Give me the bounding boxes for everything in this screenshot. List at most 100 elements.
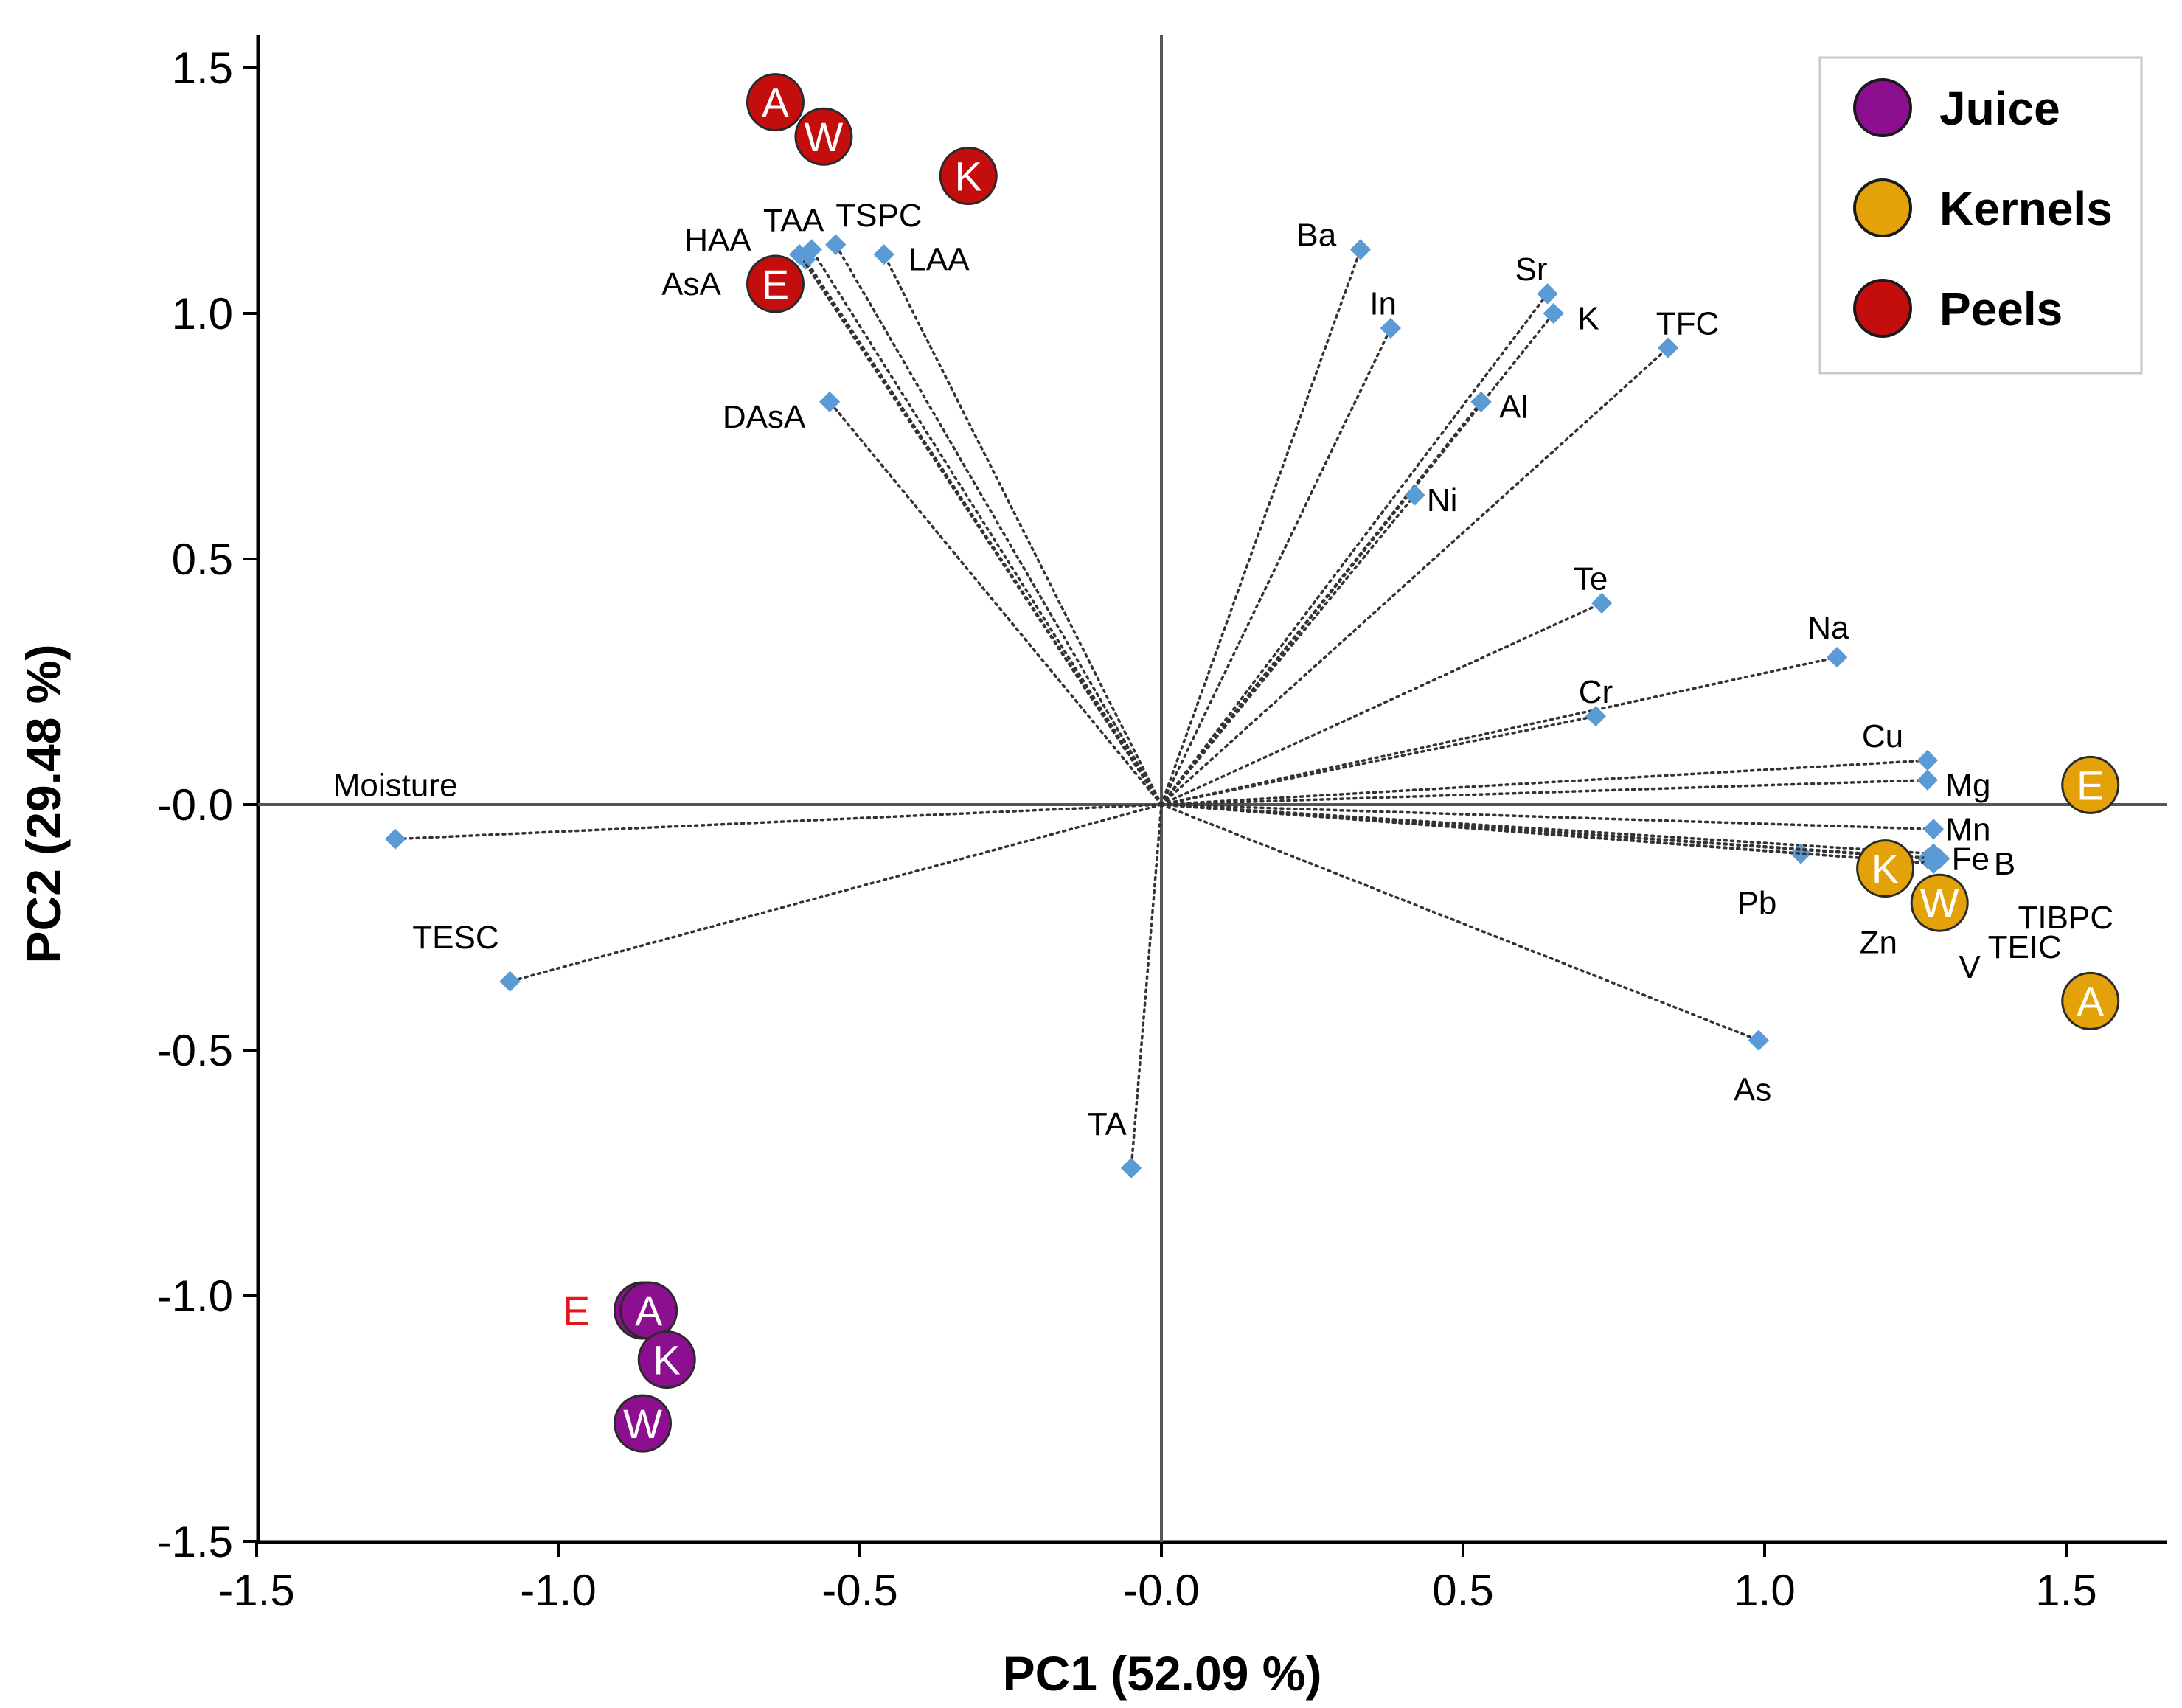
loading-vector (1160, 803, 1935, 831)
x-tick-label: -0.5 (821, 1566, 897, 1615)
loading-vector (828, 400, 1163, 806)
loading-vector (1160, 656, 1838, 806)
loading-label: LAA (908, 242, 970, 278)
loading-vector (1160, 493, 1417, 806)
y-tick-label: -1.0 (157, 1271, 233, 1321)
x-tick-label: -0.0 (1123, 1566, 1199, 1615)
loading-vector (1160, 248, 1362, 806)
loading-point (819, 391, 841, 413)
x-tick-label: -1.5 (218, 1566, 294, 1615)
x-axis-title: PC1 (52.09 %) (1003, 1646, 1322, 1701)
loading-label: TSPC (835, 198, 922, 234)
axes: -1.5 -1.0 -0.5 -0.0 0.5 1.0 1.5 1.5 1.0 0.5 -0.0 -0… (157, 35, 2167, 1615)
loading-point (1404, 485, 1425, 506)
legend-marker (1853, 78, 1912, 137)
x-tick-label: 0.5 (1432, 1566, 1493, 1615)
legend-label: Kernels (1939, 182, 2113, 235)
x-tick-label: 1.0 (1734, 1566, 1795, 1615)
score-label: K (955, 153, 982, 200)
loading-point (873, 243, 894, 265)
score-label: E (762, 261, 789, 308)
loading-label: Ba (1296, 217, 1336, 253)
loading-point (1543, 302, 1564, 324)
score-point (939, 147, 998, 206)
score-point (614, 1394, 673, 1453)
loading-label: As (1734, 1072, 1771, 1108)
loading-point (1591, 592, 1613, 614)
loading-point (1349, 239, 1372, 260)
score-label: E (563, 1288, 590, 1334)
y-tick-label: -1.5 (157, 1517, 233, 1566)
loading-point (1922, 819, 1945, 840)
loading-vector (1160, 346, 1669, 806)
loading-point (384, 828, 406, 850)
loading-point (1748, 1030, 1769, 1051)
loading-label: AsA (661, 266, 721, 302)
loading-label: K (1577, 301, 1599, 337)
loading-point (1917, 749, 1939, 771)
loading-label: Zn (1860, 924, 1897, 960)
loading-vector (1160, 803, 1935, 861)
y-axis-title: PC2 (29.48 %) (16, 645, 71, 964)
score-label: A (2077, 978, 2105, 1024)
score-label: E (2077, 762, 2104, 808)
score-label: A (762, 80, 790, 126)
loading-label: Moisture (333, 767, 458, 803)
loading-label: HAA (684, 222, 751, 258)
loading-label: Na (1807, 610, 1849, 646)
loading-label: TESC (412, 920, 498, 956)
loading-label: Cr (1579, 674, 1613, 710)
loading-label: TEIC (1988, 929, 2062, 965)
loading-label: Mn (1945, 811, 1990, 847)
loading-point (801, 239, 822, 260)
y-tick-label: -0.0 (157, 780, 233, 830)
legend-label: Juice (1939, 82, 2060, 135)
loading-label: V (1959, 949, 1981, 985)
y-tick-label: -0.5 (157, 1026, 233, 1075)
loading-vector (1160, 803, 1935, 865)
loading-vector (810, 248, 1163, 806)
legend: Juice Kernels Peels (1818, 56, 2143, 375)
score-label: K (653, 1337, 681, 1384)
loading-vector (1160, 778, 1929, 806)
score-point (637, 1330, 696, 1389)
loading-point (499, 971, 521, 992)
loading-point (1922, 848, 1945, 869)
loading-label: In (1369, 286, 1397, 322)
loading-label: Cu (1862, 718, 1903, 754)
loading-point (1790, 843, 1812, 864)
loading-point (1657, 337, 1679, 358)
loading-vector (882, 253, 1163, 806)
y-tick-label: 1.0 (172, 289, 233, 339)
legend-marker (1853, 178, 1912, 237)
loading-label: Sr (1515, 251, 1548, 288)
loading-vector (508, 803, 1163, 983)
score-point (794, 107, 853, 166)
legend-label: Peels (1939, 282, 2063, 336)
loading-label: TIBPC (2018, 900, 2114, 936)
loading-point (1470, 391, 1492, 413)
loading-point (1917, 769, 1939, 791)
loading-label: Al (1499, 389, 1528, 426)
loading-vector (798, 253, 1163, 806)
loading-point (1380, 317, 1401, 339)
x-tick-label: 1.5 (2035, 1566, 2096, 1615)
score-point (746, 73, 805, 132)
y-tick-label: 0.5 (172, 535, 233, 584)
loading-label: Pb (1737, 885, 1777, 921)
loading-vector (1160, 715, 1597, 806)
loading-vector (1160, 400, 1483, 806)
loading-vector (1160, 759, 1929, 806)
loading-vector (1160, 327, 1392, 806)
loading-label: B (1994, 846, 2015, 882)
score-point (746, 254, 805, 313)
score-label: W (623, 1400, 662, 1447)
loading-label: DAsA (723, 399, 806, 435)
loading-vector (394, 803, 1163, 841)
x-tick-label: -1.0 (520, 1566, 596, 1615)
loading-vector (1160, 602, 1603, 806)
score-point (2061, 971, 2120, 1030)
y-tick-label: 1.5 (172, 44, 233, 93)
